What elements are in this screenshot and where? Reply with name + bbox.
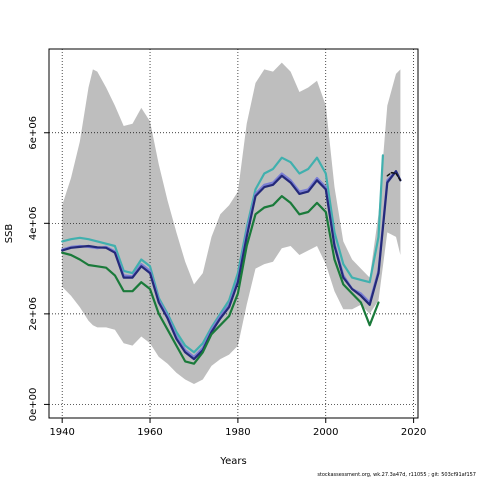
y-axis-title: SSB	[4, 224, 15, 244]
x-tick-label: 2020	[401, 427, 426, 438]
x-tick-label: 1960	[137, 427, 162, 438]
x-axis: 1940 1960 1980 2000 2020	[49, 418, 426, 438]
plot-frame	[48, 48, 419, 419]
y-tick-label: 4e+06	[28, 207, 39, 241]
confidence-band-area	[62, 62, 401, 384]
x-tick-label: 1940	[49, 427, 74, 438]
y-axis: 0e+00 2e+06 4e+06 6e+06	[28, 116, 49, 421]
x-axis-title: Years	[219, 456, 246, 467]
series-line-0	[61, 154, 384, 354]
series-line-3	[61, 195, 380, 365]
confidence-band	[62, 62, 401, 384]
y-tick-label: 6e+06	[28, 116, 39, 150]
y-tick-label: 0e+00	[28, 388, 39, 422]
y-tick-label: 2e+06	[28, 297, 39, 331]
series-lines	[61, 154, 402, 365]
footer-caption: stockassessment.org, wk.27.3a47d, r11055…	[317, 472, 476, 478]
x-tick-label: 2000	[313, 427, 338, 438]
series-line-4	[386, 171, 402, 182]
series-line-2	[61, 170, 402, 361]
x-tick-label: 1980	[225, 427, 250, 438]
